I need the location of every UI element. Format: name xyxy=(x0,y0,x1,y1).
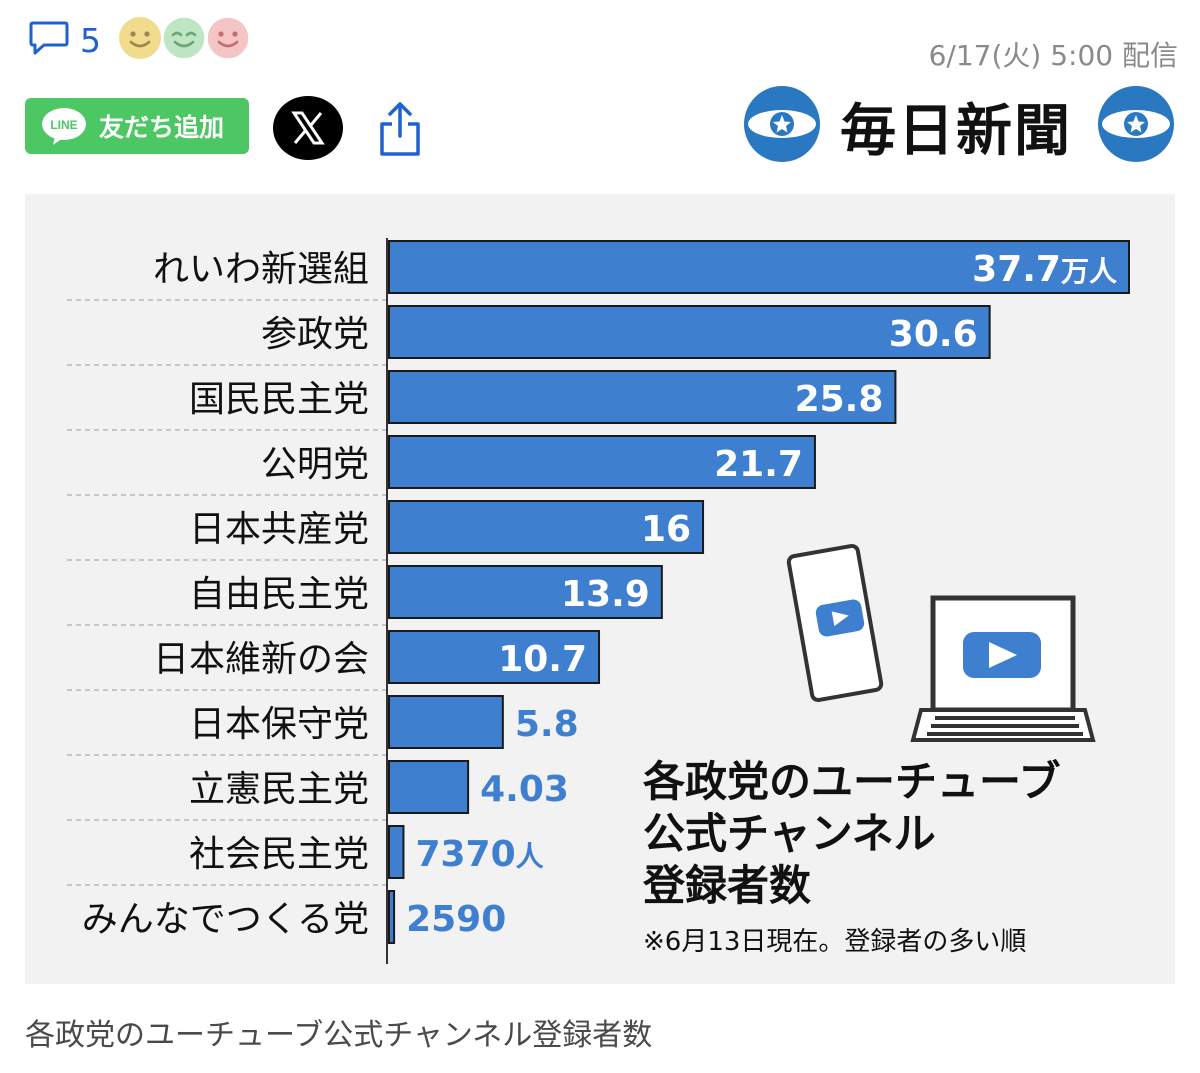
line-button-label: 友だち追加 xyxy=(99,113,225,142)
category-labels: れいわ新選組参政党国民民主党公明党日本共産党自由民主党日本維新の会日本保守党立憲… xyxy=(82,249,369,940)
value-label: 21.7 xyxy=(714,444,803,485)
category-label: 国民民主党 xyxy=(189,379,369,420)
bar xyxy=(388,305,991,359)
bar xyxy=(388,890,396,944)
value-label: 5.8 xyxy=(515,704,579,745)
value-label: 4.03 xyxy=(480,769,569,810)
smartphone-icon xyxy=(786,543,884,703)
value-label: 7370人 xyxy=(415,834,543,875)
share-bar: LINE 友だち追加 xyxy=(25,96,445,160)
category-label: 参政党 xyxy=(261,314,369,355)
value-label: 10.7 xyxy=(498,639,587,680)
smile-face-yellow-icon xyxy=(118,16,162,60)
category-label: 公明党 xyxy=(261,444,369,485)
bar xyxy=(388,370,897,424)
category-label: 自由民主党 xyxy=(189,574,369,615)
laptop-icon xyxy=(910,595,1096,742)
category-label: 立憲民主党 xyxy=(189,769,369,810)
value-label: 37.7万人 xyxy=(972,249,1117,290)
value-label: 13.9 xyxy=(561,574,650,615)
image-caption: 各政党のユーチューブ公式チャンネル登録者数 xyxy=(25,1018,653,1053)
category-label: れいわ新選組 xyxy=(153,249,369,290)
line-add-friend-button[interactable]: LINE 友だち追加 xyxy=(25,98,249,154)
x-logo-icon xyxy=(291,111,325,145)
chart-title-line-2: 公式チャンネル xyxy=(643,809,936,858)
article-meta-bar: 5 6/17(火) 5:00 配信 xyxy=(28,14,1178,72)
line-badge-text: LINE xyxy=(50,118,77,132)
chart-card: れいわ新選組参政党国民民主党公明党日本共産党自由民主党日本維新の会日本保守党立憲… xyxy=(25,194,1175,984)
category-label: 日本維新の会 xyxy=(153,639,369,680)
bar-chart: れいわ新選組参政党国民民主党公明党日本共産党自由民主党日本維新の会日本保守党立憲… xyxy=(67,238,1130,964)
bar xyxy=(388,630,601,684)
bar xyxy=(388,500,705,554)
mainichi-logo: 毎日新聞 xyxy=(740,84,1180,164)
bar xyxy=(388,565,663,619)
bar xyxy=(388,240,1130,294)
bar xyxy=(388,695,504,749)
line-icon: LINE xyxy=(41,106,87,146)
category-label: 社会民主党 xyxy=(189,834,369,875)
value-label: 30.6 xyxy=(889,314,978,355)
chart-note: ※6月13日現在。登録者の多い順 xyxy=(643,927,1026,957)
category-label: みんなでつくる党 xyxy=(82,899,369,940)
value-labels: 37.7万人 30.625.8 21.7 16 13.9 10.7 5.8 4.03 7370人… xyxy=(406,249,1117,940)
mainichi-emblem-left-icon xyxy=(744,86,820,162)
comment-icon xyxy=(28,18,70,62)
bar xyxy=(388,825,405,879)
category-label: 日本保守党 xyxy=(189,704,369,745)
chart-title-line-3: 登録者数 xyxy=(642,861,811,910)
category-label: 日本共産党 xyxy=(189,509,369,550)
bar xyxy=(388,760,470,814)
value-label: 25.8 xyxy=(795,379,884,420)
x-share-button[interactable] xyxy=(273,96,343,160)
reaction-summary[interactable] xyxy=(118,16,250,60)
mainichi-emblem-right-icon xyxy=(1098,86,1174,162)
bars xyxy=(388,240,1130,944)
comment-count: 5 xyxy=(80,20,101,60)
smile-face-pink-icon xyxy=(206,16,250,60)
value-label: 16 xyxy=(641,509,691,550)
share-icon xyxy=(380,102,420,156)
comment-button[interactable]: 5 xyxy=(28,18,101,62)
bar xyxy=(388,435,816,489)
share-button[interactable] xyxy=(375,96,425,160)
chart-title-line-1: 各政党のユーチューブ xyxy=(643,757,1060,806)
value-label: 2590 xyxy=(406,899,506,940)
smile-face-green-icon xyxy=(162,16,206,60)
mainichi-logo-text: 毎日新聞 xyxy=(840,98,1072,164)
publish-timestamp: 6/17(火) 5:00 配信 xyxy=(928,39,1178,72)
